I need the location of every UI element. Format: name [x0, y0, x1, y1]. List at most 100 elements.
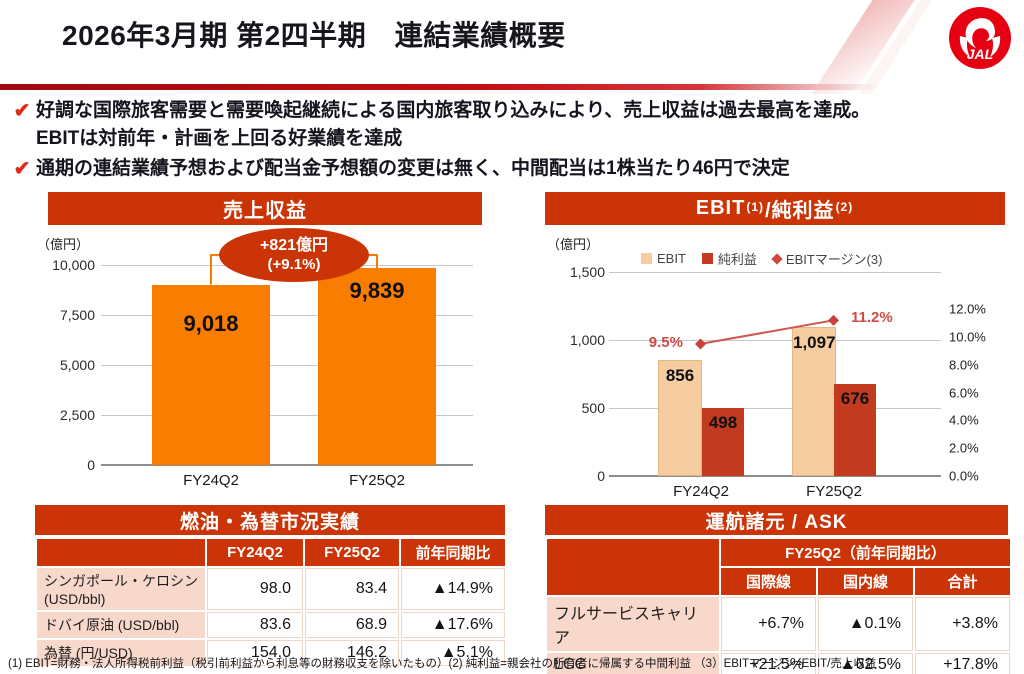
ask-title: 運航諸元 / ASK	[545, 505, 1008, 535]
table-header-row: FY24Q2 FY25Q2 前年同期比	[37, 539, 505, 566]
legend-item-margin: EBITマージン(3)	[771, 249, 883, 268]
legend-label: 純利益	[717, 252, 757, 267]
table-header-cell: FY25Q2	[305, 539, 399, 566]
x-category-label: FY25Q2	[806, 483, 862, 500]
table-cell: +17.8%	[915, 653, 1010, 674]
y-tick-left: 1,500	[569, 264, 605, 280]
y-tick-right: 4.0%	[949, 412, 979, 428]
table-cell: ▲14.9%	[401, 568, 505, 610]
ebit-title-mid: /純利益	[765, 200, 835, 222]
ebit-swatch-icon	[641, 253, 652, 264]
jal-logo-icon: JAL	[949, 7, 1011, 69]
table-row: LCC +21.5% ▲62.5% +17.8%	[547, 653, 1010, 674]
ebit-bar-fy25q2: 1,097	[792, 326, 836, 476]
revenue-bar-fy24q2: 9,018	[152, 284, 270, 465]
check-icon: ✔	[13, 100, 31, 122]
revenue-delta-badge: +821億円 (+9.1%)	[219, 228, 369, 282]
table-cell: 146.2	[305, 640, 399, 666]
y-tick: 5,000	[59, 357, 95, 373]
y-tick-left: 500	[581, 400, 605, 416]
ebit-plot: 1,500 1,000 500 0 12.0% 10.0% 8.0% 6.0% …	[570, 264, 986, 500]
table-header-cell	[547, 539, 719, 595]
table-header-cell: 国際線	[721, 568, 816, 595]
table-cell: +21.5%	[721, 653, 816, 674]
revenue-bar-fy25q2: 9,839	[318, 268, 436, 465]
row-label-sub: (USD/bbl)	[44, 591, 106, 607]
margin-value-label: 11.2%	[851, 309, 893, 326]
badge-line2: (+9.1%)	[267, 256, 321, 273]
gridline	[609, 272, 941, 273]
y-tick-left: 0	[597, 468, 605, 484]
table-header-cell: 合計	[915, 568, 1010, 595]
ebit-bar-fy24q2: 856	[658, 359, 702, 476]
y-tick-left: 1,000	[569, 332, 605, 348]
highlight-text: 通期の連結業績予想および配当金予想額の変更は無く、中間配当は1株当たり46円で決…	[36, 155, 790, 183]
highlight-line: EBITは対前年・計画を上回る好業績を達成	[36, 128, 403, 149]
ebit-title-main: EBIT	[695, 197, 746, 219]
title-divider	[0, 84, 878, 90]
table-row: ドバイ原油 (USD/bbl) 83.6 68.9 ▲17.6%	[37, 612, 505, 638]
y-tick-right: 10.0%	[949, 329, 986, 345]
table-cell: 154.0	[207, 640, 303, 666]
revenue-bar-value: 9,018	[183, 310, 239, 336]
revenue-chart-panel: 売上収益 （億円） 10,000 7,500 5,000 2,500 0 9,0…	[35, 192, 510, 502]
table-header-cell: 前年同期比	[401, 539, 505, 566]
revenue-plot: 10,000 7,500 5,000 2,500 0 9,018 9,839 F…	[52, 257, 473, 489]
highlight-item: ✔ 通期の連結業績予想および配当金予想額の変更は無く、中間配当は1株当たり46円…	[8, 155, 1016, 183]
gridline	[101, 365, 473, 366]
y-tick-right: 12.0%	[949, 301, 986, 317]
y-tick-right: 6.0%	[949, 385, 979, 401]
diamond-marker-icon	[771, 252, 783, 265]
legend-item-profit: 純利益	[701, 249, 757, 268]
table-row: シンガポール・ケロシン (USD/bbl) 98.0 83.4 ▲14.9%	[37, 568, 505, 610]
table-header-cell: 国内線	[818, 568, 913, 595]
x-category-label: FY24Q2	[673, 483, 729, 500]
highlight-item: ✔ 好調な国際旅客需要と需要喚起継続による国内旅客取り込みにより、売上収益は過去…	[8, 97, 1016, 153]
highlight-line: 好調な国際旅客需要と需要喚起継続による国内旅客取り込みにより、売上収益は過去最高…	[36, 100, 871, 121]
table-cell: +3.8%	[915, 597, 1010, 651]
profit-bar-fy24q2: 498	[702, 408, 744, 476]
profit-bar-value: 676	[840, 389, 870, 409]
badge-line1: +821億円	[259, 237, 329, 254]
legend-label: EBITマージン(3)	[785, 252, 883, 267]
table-row: フルサービスキャリア +6.7% ▲0.1% +3.8%	[547, 597, 1010, 651]
ebit-title-sup2: (2)	[835, 199, 854, 214]
ebit-bar-value: 856	[665, 365, 695, 385]
row-label-cell: LCC	[547, 653, 719, 674]
table-header-group-cell: FY25Q2（前年同期比）	[721, 539, 1010, 566]
margin-value-label: 9.5%	[648, 334, 683, 351]
table-row: 為替 (円/USD) 154.0 146.2 ▲5.1%	[37, 640, 505, 666]
profit-bar-value: 498	[708, 413, 738, 433]
table-cell: ▲5.1%	[401, 640, 505, 666]
table-header-cell: FY24Q2	[207, 539, 303, 566]
table-cell: +6.7%	[721, 597, 816, 651]
fuel-fx-panel: 燃油・為替市況実績 FY24Q2 FY25Q2 前年同期比 シンガポール・ケロシ…	[35, 505, 510, 666]
table-cell: ▲62.5%	[818, 653, 913, 674]
row-label: シンガポール・ケロシン	[44, 573, 198, 589]
row-label-cell: シンガポール・ケロシン (USD/bbl)	[37, 568, 205, 610]
y-tick-right: 8.0%	[949, 357, 979, 373]
revenue-unit-label: （億円）	[37, 237, 90, 252]
profit-swatch-icon	[701, 253, 713, 264]
x-category-label: FY25Q2	[349, 472, 405, 489]
chart-legend: EBIT 純利益 EBITマージン(3)	[641, 249, 882, 268]
gridline	[101, 415, 473, 416]
y-tick: 2,500	[59, 407, 95, 423]
x-axis-line	[101, 464, 473, 466]
y-tick-right: 0.0%	[949, 468, 979, 484]
revenue-bar-value: 9,839	[349, 278, 405, 304]
profit-bar-fy25q2: 676	[834, 384, 876, 476]
table-header-cell	[37, 539, 205, 566]
row-label-cell: フルサービスキャリア	[547, 597, 719, 651]
x-axis-line	[609, 475, 941, 477]
gridline	[609, 408, 941, 409]
highlight-line: 通期の連結業績予想および配当金予想額の変更は無く、中間配当は1株当たり46円で決…	[36, 158, 790, 179]
y-tick: 7,500	[59, 307, 95, 323]
table-cell: 98.0	[207, 568, 303, 610]
ebit-chart-panel: EBIT (1)/純利益 (2) （億円） EBIT 純利益 EBITマージン(3)…	[545, 192, 1020, 502]
ebit-bar-value: 1,097	[793, 332, 836, 352]
table-cell: ▲17.6%	[401, 612, 505, 638]
table-cell: 83.4	[305, 568, 399, 610]
legend-item-ebit: EBIT	[641, 251, 686, 266]
revenue-chart-title: 売上収益	[48, 192, 482, 225]
